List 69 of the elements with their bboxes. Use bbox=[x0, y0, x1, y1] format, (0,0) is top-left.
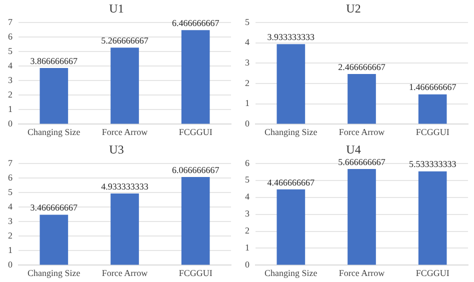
bar bbox=[181, 30, 210, 124]
bar bbox=[348, 169, 376, 265]
y-tick-label: 1 bbox=[8, 245, 12, 256]
x-tick-label: Changing Size bbox=[28, 126, 80, 137]
x-tick-label: Force Arrow bbox=[102, 126, 148, 137]
bar bbox=[110, 48, 139, 124]
data-label: 5.266666667 bbox=[101, 35, 149, 46]
y-tick-label: 3 bbox=[8, 216, 13, 226]
y-tick-label: 2 bbox=[245, 226, 250, 236]
y-tick-label: 1 bbox=[245, 242, 250, 253]
y-tick-label: 6 bbox=[8, 31, 13, 42]
chart-title: U1 bbox=[109, 1, 124, 16]
bar bbox=[110, 193, 139, 265]
data-label: 1.466666667 bbox=[408, 82, 457, 92]
x-tick-label: Changing Size bbox=[264, 268, 318, 278]
bar bbox=[276, 44, 306, 124]
bar bbox=[418, 94, 447, 124]
y-tick-label: 4 bbox=[245, 37, 250, 48]
data-label: 6.066666667 bbox=[172, 164, 220, 175]
x-tick-label: Changing Size bbox=[264, 126, 318, 137]
x-tick-label: FCGGUI bbox=[178, 268, 212, 278]
data-label: 3.933333333 bbox=[267, 32, 316, 42]
x-tick-label: Force Arrow bbox=[338, 126, 386, 137]
y-tick-label: 6 bbox=[245, 158, 250, 168]
x-tick-label: Force Arrow bbox=[102, 268, 148, 278]
y-tick-label: 4 bbox=[8, 201, 13, 212]
y-tick-label: 3 bbox=[245, 208, 250, 219]
data-label: 3.866666667 bbox=[30, 56, 78, 66]
bar bbox=[418, 171, 447, 265]
x-tick-label: FCGGUI bbox=[416, 268, 450, 278]
y-tick-label: 1 bbox=[8, 104, 12, 114]
data-label: 6.466666667 bbox=[172, 18, 220, 28]
y-tick-label: 4 bbox=[8, 60, 13, 70]
x-tick-label: FCGGUI bbox=[416, 126, 450, 137]
chart-title: U4 bbox=[346, 142, 361, 156]
chart-title: U3 bbox=[109, 142, 124, 156]
data-label: 4.466666667 bbox=[267, 177, 316, 188]
bar bbox=[276, 189, 306, 265]
y-tick-label: 0 bbox=[8, 118, 13, 129]
y-tick-label: 5 bbox=[245, 174, 250, 185]
bar bbox=[348, 74, 376, 124]
y-tick-label: 0 bbox=[8, 260, 13, 270]
y-tick-label: 4 bbox=[245, 192, 250, 202]
data-label: 2.466666667 bbox=[338, 62, 386, 72]
data-label: 5.666666667 bbox=[338, 156, 386, 167]
y-tick-label: 0 bbox=[245, 260, 250, 270]
y-tick-label: 5 bbox=[8, 46, 13, 56]
y-tick-label: 3 bbox=[245, 57, 250, 68]
y-tick-label: 7 bbox=[8, 158, 13, 168]
y-tick-label: 2 bbox=[8, 89, 12, 100]
bar bbox=[40, 214, 68, 265]
data-label: 5.533333333 bbox=[408, 159, 457, 170]
chart-title: U2 bbox=[346, 1, 361, 16]
y-tick-label: 0 bbox=[245, 118, 250, 129]
bar bbox=[181, 176, 210, 265]
y-tick-label: 7 bbox=[8, 16, 13, 27]
y-tick-label: 5 bbox=[245, 16, 250, 27]
y-tick-label: 2 bbox=[245, 78, 250, 88]
data-label: 4.933333333 bbox=[101, 181, 149, 192]
y-tick-label: 5 bbox=[8, 186, 13, 197]
y-tick-label: 2 bbox=[8, 230, 12, 240]
y-tick-label: 3 bbox=[8, 74, 13, 85]
bar bbox=[40, 68, 68, 124]
x-tick-label: Changing Size bbox=[28, 268, 80, 278]
y-tick-label: 6 bbox=[8, 172, 13, 182]
y-tick-label: 1 bbox=[245, 98, 250, 108]
x-tick-label: FCGGUI bbox=[178, 126, 212, 137]
x-tick-label: Force Arrow bbox=[338, 268, 386, 278]
data-label: 3.466666667 bbox=[30, 202, 78, 213]
